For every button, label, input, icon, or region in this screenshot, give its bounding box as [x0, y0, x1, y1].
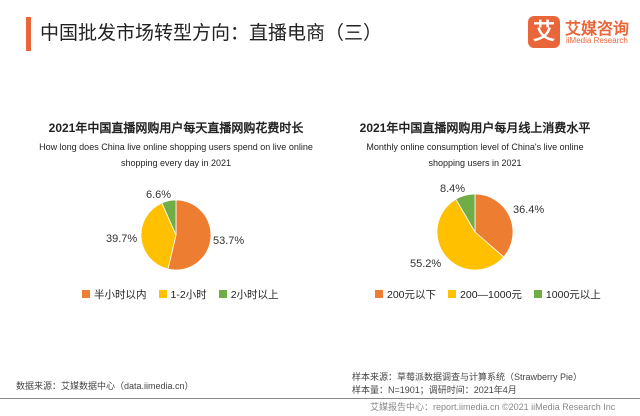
chart2-subtitle-1: Monthly online consumption level of Chin…	[366, 142, 584, 152]
legend-item: 1000元以上	[533, 287, 601, 302]
legend-item: 1-2小时	[158, 287, 207, 302]
legend-item: 200—1000元	[448, 287, 522, 302]
chart1-subtitle-2: shopping every day in 2021	[120, 158, 232, 168]
legend-label: 200元以下	[387, 289, 437, 301]
chart1-label-2: 6.6%	[146, 189, 172, 201]
legend-swatch	[158, 290, 167, 298]
legend-label: 200—1000元	[460, 289, 522, 301]
legend-label: 1-2小时	[170, 289, 207, 301]
page-title: 中国批发市场转型方向：直播电商（三）	[40, 23, 383, 44]
chart2-slice-2	[455, 193, 476, 234]
chart1-title: 2021年中国直播网购用户每天直播网购花费时长	[48, 121, 304, 135]
chart2-subtitle-2: shopping users in 2021	[428, 158, 522, 168]
sample-info: 样本量：N=1901；调研时间：2021年4月	[352, 385, 517, 395]
chart1-slice-1	[140, 202, 177, 270]
chart2-label-1: 55.2%	[410, 258, 442, 270]
chart1-label-1: 39.7%	[106, 233, 138, 245]
legend-item: 半小时以内	[82, 287, 147, 302]
chart2-label-0: 36.4%	[513, 204, 545, 216]
legend-swatch	[218, 290, 227, 298]
sample-source: 样本来源：草莓派数据调查与计算系统（Strawberry Pie）	[352, 372, 583, 382]
chart2-slice-0	[474, 193, 514, 258]
legend-label: 半小时以内	[94, 289, 147, 301]
chart1-subtitle-1: How long does China live online shopping…	[39, 142, 313, 152]
logo-en: iiMedia Research	[566, 36, 628, 45]
legend-swatch	[533, 290, 542, 298]
title-accent-bar	[26, 17, 31, 51]
legend-item: 200元以下	[375, 287, 436, 302]
chart2-legend: 200元以下 200—1000元 1000元以上	[375, 287, 601, 302]
chart2-title: 2021年中国直播网购用户每月线上消费水平	[359, 121, 591, 135]
legend-label: 1000元以上	[545, 289, 601, 301]
legend-swatch	[82, 290, 90, 298]
logo-cn: 艾媒咨询	[565, 21, 630, 38]
chart1-slice-2	[161, 199, 177, 236]
logo-mark: 艾	[528, 16, 560, 48]
copyright: 艾媒报告中心：report.iimedia.cn ©2021 iiMedia R…	[370, 402, 616, 412]
footer-divider	[0, 398, 640, 399]
chart1-legend: 半小时以内 1-2小时 2小时以上	[82, 287, 279, 302]
chart1-label-0: 53.7%	[213, 235, 245, 247]
legend-item: 2小时以上	[218, 287, 279, 302]
chart2-label-2: 8.4%	[440, 183, 466, 195]
legend-swatch	[448, 290, 457, 298]
legend-label: 2小时以上	[230, 289, 279, 301]
legend-swatch	[375, 290, 383, 298]
chart1-slice-0	[167, 199, 212, 271]
data-source: 数据来源：艾媒数据中心（data.iimedia.cn）	[16, 381, 194, 391]
chart2-slice-1	[436, 198, 505, 271]
